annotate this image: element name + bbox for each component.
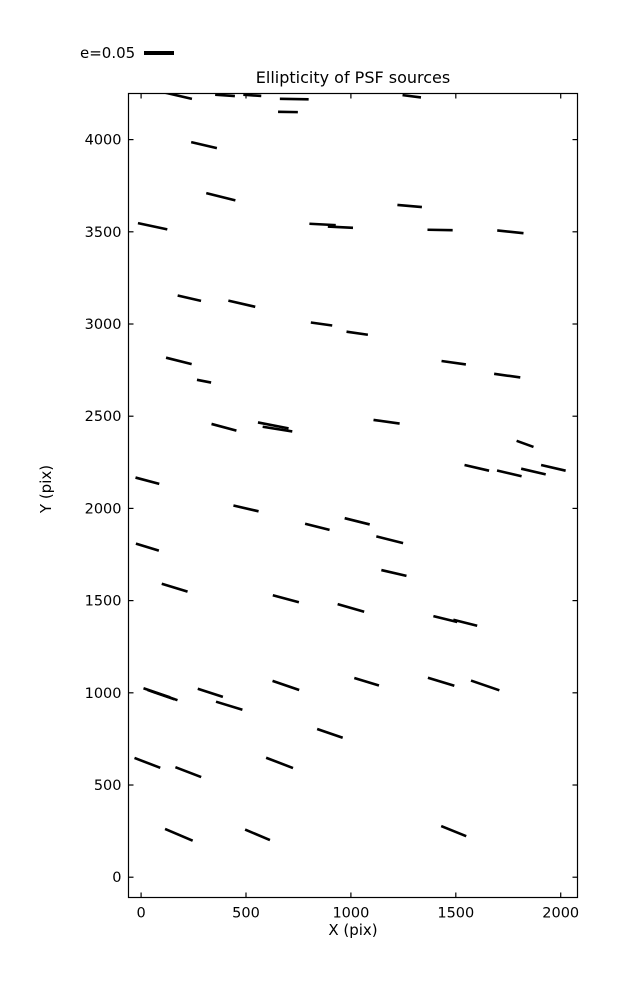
y-tick-label: 2500 bbox=[85, 409, 122, 425]
psf-whisker bbox=[310, 321, 333, 327]
psf-whisker bbox=[262, 425, 293, 433]
psf-whisker bbox=[205, 191, 236, 202]
psf-whisker bbox=[134, 756, 161, 770]
whisker-layer bbox=[134, 93, 566, 842]
psf-whisker bbox=[441, 359, 467, 366]
psf-whisker bbox=[174, 765, 202, 779]
psf-whisker bbox=[493, 372, 521, 379]
psf-whisker bbox=[211, 422, 237, 432]
page-title: Ellipticity of PSF sources bbox=[255, 68, 451, 87]
psf-whisker bbox=[233, 504, 259, 513]
psf-whisker bbox=[397, 203, 423, 209]
ellipticity-key-label: e=0.05 bbox=[80, 44, 136, 62]
psf-whisker bbox=[470, 679, 500, 692]
y-tick-label: 3500 bbox=[85, 225, 122, 241]
psf-whisker bbox=[304, 522, 330, 532]
y-tick-label: 500 bbox=[94, 778, 122, 794]
psf-whisker bbox=[540, 463, 566, 472]
psf-whisker bbox=[243, 93, 262, 98]
psf-whisker bbox=[272, 594, 300, 604]
psf-whisker bbox=[197, 687, 224, 699]
psf-whisker bbox=[244, 828, 271, 842]
psf-whisker bbox=[215, 700, 243, 711]
psf-whisker bbox=[196, 378, 212, 384]
psf-whisker bbox=[337, 602, 365, 614]
psf-whisker bbox=[497, 229, 524, 235]
psf-whisker bbox=[161, 582, 188, 593]
psf-whisker bbox=[272, 679, 300, 692]
psf-whisker bbox=[520, 467, 547, 476]
psf-whisker bbox=[135, 542, 160, 552]
psf-whisker bbox=[344, 516, 371, 526]
y-tick-label: 1500 bbox=[85, 594, 122, 610]
psf-whisker bbox=[162, 93, 193, 101]
psf-whisker bbox=[373, 418, 400, 425]
psf-whisker bbox=[137, 221, 168, 231]
x-tick-label: 1000 bbox=[332, 906, 369, 922]
psf-whisker bbox=[228, 299, 256, 309]
y-tick-label: 3000 bbox=[85, 317, 122, 333]
y-tick-label: 2000 bbox=[85, 501, 122, 517]
psf-whisker bbox=[265, 756, 294, 770]
psf-whisker bbox=[353, 676, 380, 687]
psf-whisker bbox=[327, 225, 354, 230]
y-tick-label: 4000 bbox=[85, 133, 122, 149]
psf-whisker bbox=[464, 463, 490, 472]
y-axis-label: Y (pix) bbox=[37, 464, 55, 514]
x-axis-label: X (pix) bbox=[328, 921, 378, 939]
axes-frame bbox=[127, 92, 579, 899]
y-tick-label: 0 bbox=[112, 870, 121, 886]
psf-whisker bbox=[215, 93, 235, 98]
x-tick-label: 500 bbox=[232, 906, 260, 922]
psf-whisker bbox=[376, 535, 404, 545]
psf-whisker bbox=[177, 294, 202, 303]
psf-whisker bbox=[402, 93, 422, 99]
psf-whisker bbox=[190, 140, 218, 150]
psf-whisker bbox=[440, 824, 467, 838]
psf-whisker bbox=[427, 676, 455, 688]
psf-whisker bbox=[496, 469, 522, 478]
psf-whisker bbox=[279, 97, 309, 101]
psf-whisker bbox=[316, 727, 344, 740]
psf-whisker bbox=[453, 618, 478, 627]
x-tick-label: 0 bbox=[136, 906, 145, 922]
psf-whisker bbox=[165, 356, 192, 366]
psf-whisker bbox=[164, 827, 194, 842]
x-tick-label: 2000 bbox=[542, 906, 579, 922]
x-tick-label: 1500 bbox=[437, 906, 474, 922]
psf-whisker bbox=[135, 476, 160, 486]
psf-whisker bbox=[309, 222, 336, 227]
ellipticity-key-whisker bbox=[144, 51, 174, 55]
psf-whisker bbox=[381, 568, 407, 578]
y-tick-label: 1000 bbox=[85, 686, 122, 702]
psf-whisker bbox=[257, 421, 289, 430]
psf-whisker bbox=[150, 689, 178, 702]
psf-whisker bbox=[346, 330, 369, 337]
psf-whisker bbox=[516, 439, 534, 449]
